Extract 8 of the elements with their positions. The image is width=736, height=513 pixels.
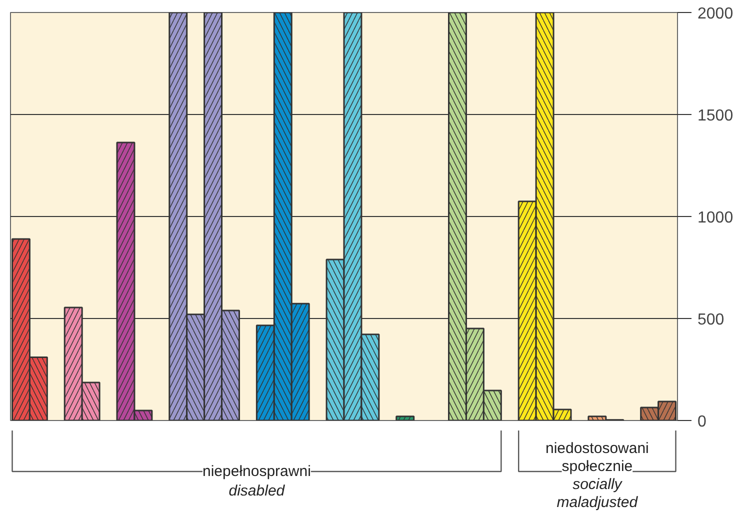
text: socially maladjusted (556, 476, 638, 512)
y-tick-label: 0 (698, 414, 706, 430)
text: disabled (228, 482, 286, 500)
y-tick-label: 1500 (698, 108, 734, 124)
y-tick-label: 1000 (698, 210, 734, 226)
y-tick-label: 2000 (698, 6, 734, 22)
y-tick-label: 500 (698, 312, 724, 328)
text: niepełnosprawni (202, 463, 311, 480)
